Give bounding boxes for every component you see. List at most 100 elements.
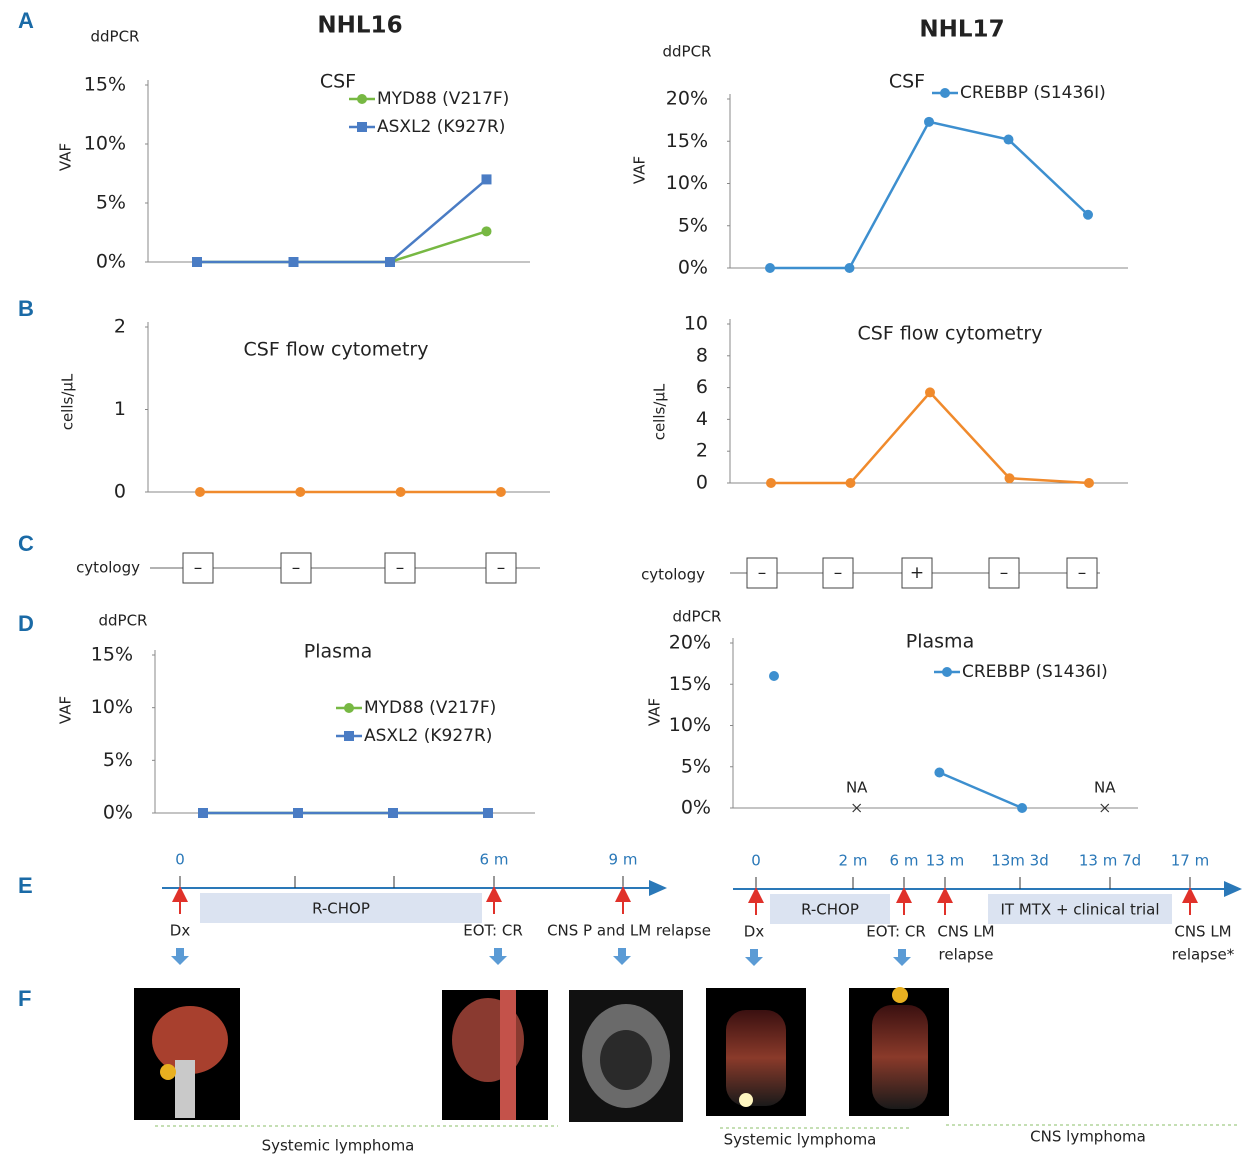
cytology-result: – bbox=[396, 558, 405, 578]
data-point bbox=[1005, 473, 1015, 483]
y-tick-label: 5% bbox=[103, 749, 133, 771]
data-point bbox=[1083, 210, 1093, 220]
data-point bbox=[295, 487, 305, 497]
y-tick-label: 15% bbox=[669, 673, 711, 695]
treatment-label: R-CHOP bbox=[312, 900, 370, 918]
panel-letter: E bbox=[18, 873, 33, 898]
panel-letter: B bbox=[18, 296, 34, 321]
y-axis-label: VAF bbox=[57, 143, 75, 171]
y-tick-label: 4 bbox=[696, 408, 708, 430]
y-tick-label: 10% bbox=[84, 133, 126, 155]
legend-label: ASXL2 (K927R) bbox=[364, 726, 492, 746]
y-tick-label: 15% bbox=[666, 130, 708, 152]
y-tick-label: 0 bbox=[114, 481, 126, 503]
data-point bbox=[344, 731, 354, 741]
y-tick-label: 0% bbox=[681, 797, 711, 819]
data-point bbox=[934, 768, 944, 778]
series-line bbox=[197, 179, 487, 262]
data-point bbox=[1004, 135, 1014, 145]
image-arrow bbox=[171, 948, 189, 965]
chart-title: Plasma bbox=[304, 641, 372, 663]
y-tick-label: 20% bbox=[666, 88, 708, 110]
data-point bbox=[924, 117, 934, 127]
timeline-tick-label: 0 bbox=[175, 851, 185, 869]
y-tick-label: 1 bbox=[114, 398, 126, 420]
legend-label: MYD88 (V217F) bbox=[377, 89, 509, 109]
y-tick-label: 2 bbox=[114, 316, 126, 338]
data-point bbox=[925, 387, 935, 397]
cytology-result: + bbox=[910, 563, 924, 583]
y-tick-label: 0% bbox=[678, 257, 708, 279]
data-point bbox=[344, 703, 354, 713]
y-axis-label: VAF bbox=[57, 696, 75, 724]
image-arrow bbox=[489, 948, 507, 965]
value-label: NA bbox=[846, 779, 868, 797]
chart-title: CSF bbox=[889, 71, 925, 93]
treatment-label: R-CHOP bbox=[801, 901, 859, 919]
data-point bbox=[769, 671, 779, 681]
y-tick-label: 2 bbox=[696, 440, 708, 462]
panel-letter: F bbox=[18, 986, 31, 1011]
column-title: NHL16 bbox=[317, 13, 402, 39]
image-arrow bbox=[613, 948, 631, 965]
unit-label: ddPCR bbox=[663, 43, 712, 61]
event-label: Dx bbox=[744, 923, 765, 941]
cytology-result: – bbox=[292, 558, 301, 578]
y-tick-label: 5% bbox=[96, 192, 126, 214]
cytology-result: – bbox=[194, 558, 203, 578]
y-tick-label: 8 bbox=[696, 344, 708, 366]
phase-label: Systemic lymphoma bbox=[262, 1137, 415, 1155]
event-label: EOT: CR bbox=[866, 923, 926, 941]
cytology-result: – bbox=[1000, 563, 1009, 583]
phase-label: CNS lymphoma bbox=[1030, 1128, 1146, 1146]
data-point bbox=[766, 478, 776, 488]
y-axis-label: cells/µL bbox=[651, 383, 669, 440]
series-line bbox=[770, 122, 1088, 268]
y-tick-label: 0 bbox=[696, 472, 708, 494]
data-point bbox=[845, 263, 855, 273]
timeline-tick-label: 6 m bbox=[480, 851, 509, 869]
cytology-result: – bbox=[497, 558, 506, 578]
image-arrow bbox=[893, 949, 911, 966]
series-line bbox=[939, 773, 1022, 808]
data-point bbox=[482, 174, 492, 184]
event-label: relapse bbox=[939, 946, 994, 964]
legend-label: ASXL2 (K927R) bbox=[377, 117, 505, 137]
legend-label: CREBBP (S1436I) bbox=[960, 83, 1106, 103]
chart-title: Plasma bbox=[906, 631, 974, 653]
event-label: CNS LM bbox=[937, 923, 994, 941]
timeline-tick-label: 17 m bbox=[1171, 852, 1209, 870]
data-point bbox=[483, 808, 493, 818]
unit-label: ddPCR bbox=[99, 612, 148, 630]
series-line bbox=[771, 392, 1089, 483]
timeline-tick-label: 0 bbox=[751, 852, 761, 870]
data-point bbox=[1084, 478, 1094, 488]
data-point bbox=[289, 257, 299, 267]
cytology-result: – bbox=[1078, 563, 1087, 583]
cytology-result: – bbox=[758, 563, 767, 583]
unit-label: ddPCR bbox=[91, 28, 140, 46]
panel-letter: A bbox=[18, 8, 34, 33]
legend-label: MYD88 (V217F) bbox=[364, 698, 496, 718]
series-line bbox=[197, 231, 487, 262]
y-tick-label: 0% bbox=[96, 251, 126, 273]
y-axis-label: VAF bbox=[646, 698, 664, 726]
timeline-tick-label: 9 m bbox=[609, 851, 638, 869]
data-point bbox=[942, 667, 952, 677]
y-tick-label: 10% bbox=[91, 696, 133, 718]
y-tick-label: 5% bbox=[681, 755, 711, 777]
data-point bbox=[396, 487, 406, 497]
data-point bbox=[293, 808, 303, 818]
unit-label: ddPCR bbox=[673, 608, 722, 626]
data-point bbox=[940, 88, 950, 98]
chart-title: CSF flow cytometry bbox=[244, 339, 429, 361]
event-label: Dx bbox=[170, 922, 191, 940]
legend-label: CREBBP (S1436I) bbox=[962, 662, 1108, 682]
panel-letter: C bbox=[18, 531, 34, 556]
phase-label: Systemic lymphoma bbox=[724, 1131, 877, 1149]
timeline-tick-label: 13 m 7d bbox=[1079, 852, 1141, 870]
panel-letter: D bbox=[18, 611, 34, 636]
y-tick-label: 0% bbox=[103, 802, 133, 824]
y-tick-label: 15% bbox=[84, 74, 126, 96]
data-point bbox=[846, 478, 856, 488]
